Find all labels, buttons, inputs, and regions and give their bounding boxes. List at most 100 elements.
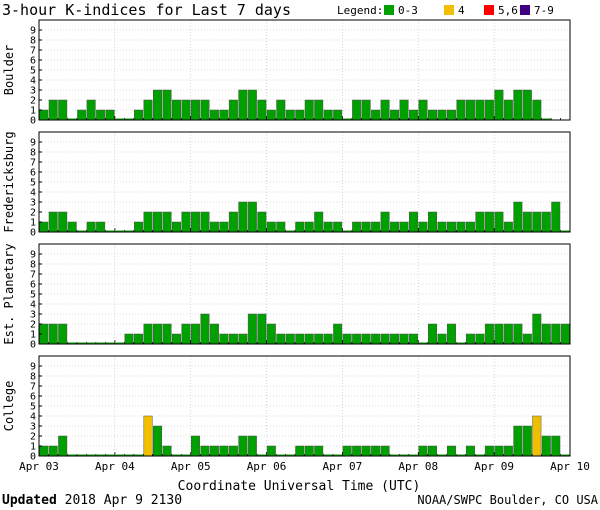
bar xyxy=(484,211,494,233)
bar xyxy=(494,211,504,233)
bar xyxy=(228,211,238,233)
bar xyxy=(446,221,456,233)
bar xyxy=(134,454,143,456)
bar xyxy=(257,313,267,345)
y-tick-label: 1 xyxy=(30,330,36,341)
bar xyxy=(352,333,362,345)
credit-text: NOAA/SWPC Boulder, CO USA xyxy=(417,493,598,507)
bar xyxy=(418,221,428,233)
bar xyxy=(105,454,115,456)
bar xyxy=(200,99,210,121)
bar xyxy=(162,89,172,121)
bar xyxy=(541,435,551,457)
bar xyxy=(323,333,333,345)
legend-item-label-1: 4 xyxy=(458,4,465,17)
bar xyxy=(541,323,551,345)
bar xyxy=(333,221,343,233)
y-tick-label: 6 xyxy=(30,280,36,291)
bar xyxy=(190,211,200,233)
bar xyxy=(86,221,96,233)
x-tick-label: Apr 07 xyxy=(323,460,363,473)
legend-swatch-3 xyxy=(520,5,530,15)
bar xyxy=(200,313,210,345)
y-tick-label: 0 xyxy=(30,116,36,127)
bar xyxy=(314,333,324,345)
bar xyxy=(48,445,58,457)
bar xyxy=(418,445,428,457)
panel-frame xyxy=(38,355,571,457)
bar xyxy=(399,333,409,345)
bar xyxy=(371,333,381,345)
y-tick-label: 4 xyxy=(30,412,36,423)
bar xyxy=(115,230,124,232)
legend-item-label-0: 0-3 xyxy=(398,4,418,17)
x-axis-label: Coordinate Universal Time (UTC) xyxy=(178,479,421,494)
y-tick-label: 8 xyxy=(30,148,36,159)
y-tick-label: 6 xyxy=(30,392,36,403)
bar xyxy=(437,333,447,345)
bar xyxy=(295,333,305,345)
bar xyxy=(238,333,248,345)
bar xyxy=(105,230,115,232)
bar xyxy=(560,323,570,345)
bar xyxy=(247,313,257,345)
bar xyxy=(181,323,191,345)
y-tick-label: 6 xyxy=(30,168,36,179)
bar xyxy=(134,333,144,345)
legend: Legend: 0-3 4 5,6 7-9 xyxy=(337,4,554,17)
bar xyxy=(475,333,485,345)
bar xyxy=(532,99,542,121)
y-tick-label: 9 xyxy=(30,26,36,37)
bar xyxy=(314,445,324,457)
bar xyxy=(86,99,96,121)
bar xyxy=(446,445,456,457)
bar xyxy=(475,99,485,121)
bar xyxy=(257,211,267,233)
bar xyxy=(361,333,371,345)
panel-label-3: College xyxy=(2,381,16,432)
x-tick-label: Apr 06 xyxy=(247,460,287,473)
bar xyxy=(409,333,419,345)
y-tick-label: 4 xyxy=(30,300,36,311)
bar xyxy=(228,99,238,121)
legend-item-label-3: 7-9 xyxy=(534,4,554,17)
y-tick-label: 1 xyxy=(30,442,36,453)
y-tick-label: 8 xyxy=(30,372,36,383)
bar xyxy=(465,333,475,345)
y-tick-label: 9 xyxy=(30,138,36,149)
bar xyxy=(371,109,381,121)
bar xyxy=(190,323,200,345)
bar xyxy=(418,342,428,344)
bar xyxy=(399,99,409,121)
bar xyxy=(561,230,570,232)
bar xyxy=(475,211,485,233)
legend-swatch-0 xyxy=(384,5,394,15)
x-tick-label: Apr 08 xyxy=(398,460,438,473)
bar xyxy=(77,230,86,232)
bar xyxy=(86,342,96,344)
bar xyxy=(266,109,276,121)
panel-label-2: Est. Planetary xyxy=(2,243,16,344)
bar xyxy=(219,445,229,457)
bar xyxy=(48,323,58,345)
y-tick-label: 3 xyxy=(30,422,36,433)
bar xyxy=(286,454,295,456)
bar xyxy=(361,99,371,121)
bar xyxy=(390,221,400,233)
y-tick-label: 5 xyxy=(30,402,36,413)
bar xyxy=(390,333,400,345)
bar xyxy=(96,109,106,121)
updated-value: 2018 Apr 9 2130 xyxy=(65,493,182,508)
bar xyxy=(181,211,191,233)
bar xyxy=(86,454,96,456)
bar xyxy=(513,89,523,121)
bar xyxy=(446,323,456,345)
bar xyxy=(238,201,248,233)
bar xyxy=(153,323,163,345)
bar xyxy=(304,99,314,121)
bar xyxy=(39,221,49,233)
y-tick-label: 8 xyxy=(30,260,36,271)
bar xyxy=(409,211,419,233)
